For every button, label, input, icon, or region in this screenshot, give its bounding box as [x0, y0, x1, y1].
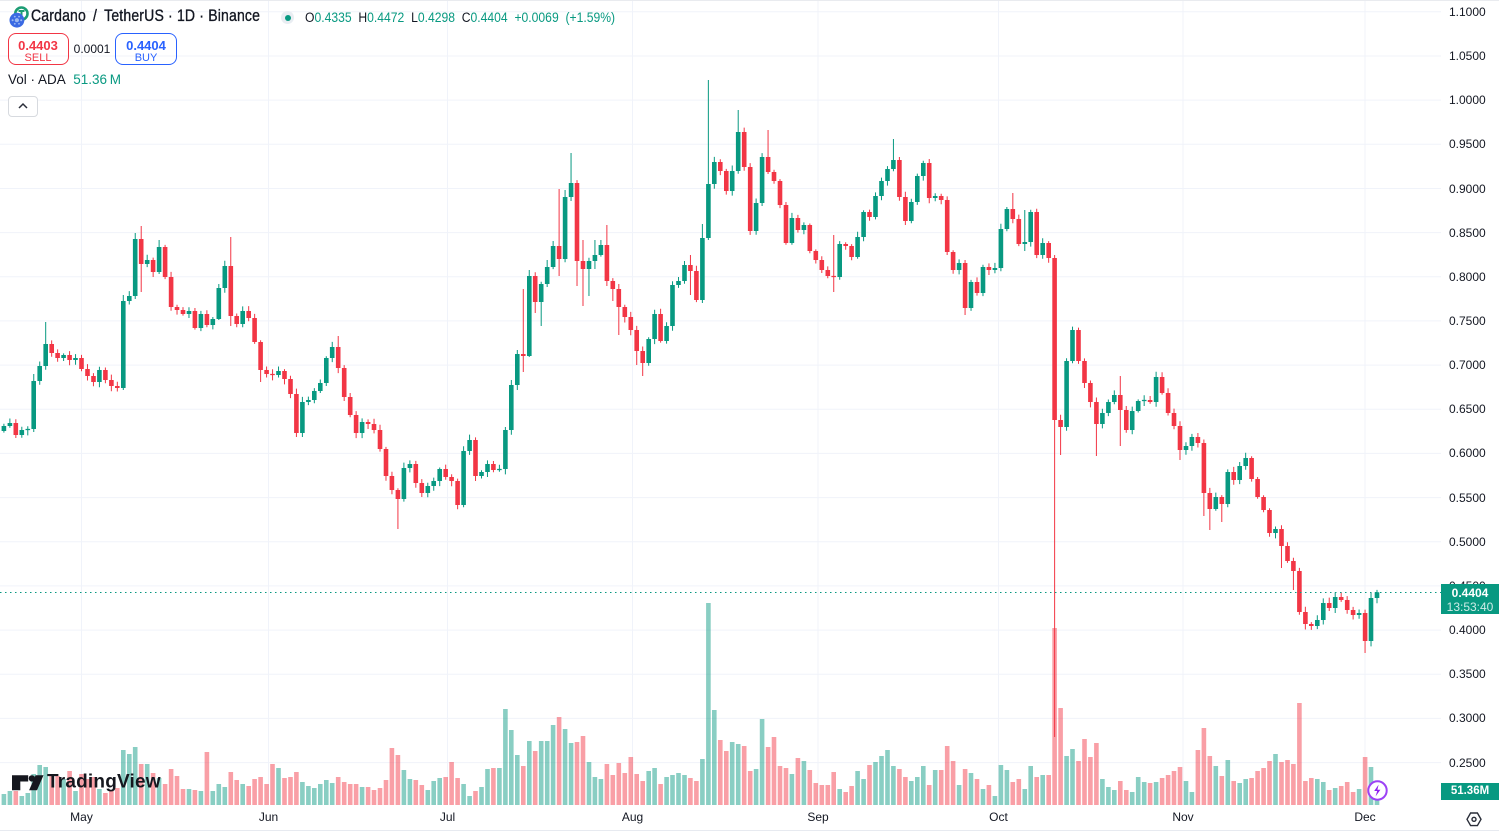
svg-text:TradingView: TradingView: [47, 771, 161, 792]
